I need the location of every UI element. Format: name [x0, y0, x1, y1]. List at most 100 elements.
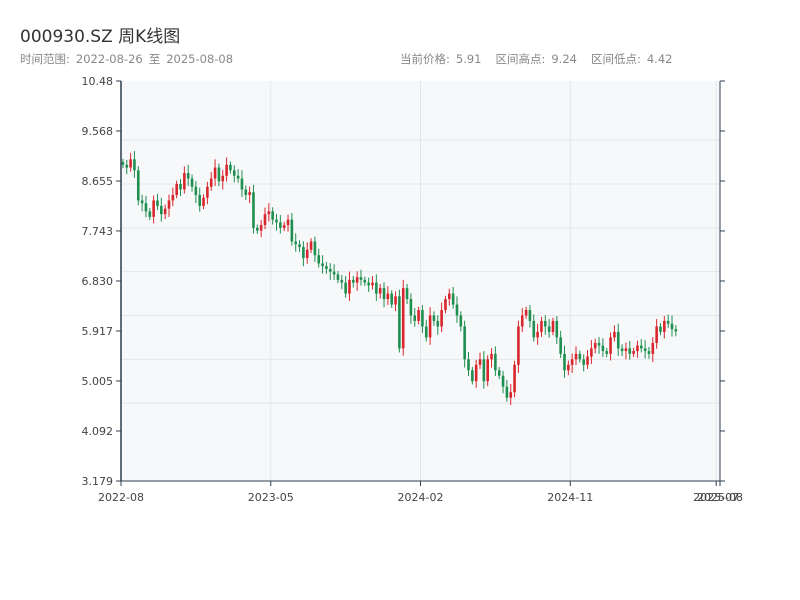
candle-body [428, 315, 432, 338]
candle-body [486, 359, 489, 382]
candle-body [528, 310, 532, 321]
candle-body [302, 247, 305, 258]
candle-body [674, 329, 678, 332]
candle-body [175, 183, 178, 195]
candle-body [290, 219, 294, 242]
candle-body [386, 293, 390, 300]
candle-body [436, 320, 440, 327]
candle-body [378, 288, 382, 294]
candle-body [586, 356, 589, 365]
candle-body [136, 170, 140, 201]
candle-body [163, 208, 167, 215]
candle-body [336, 274, 340, 280]
candle-body [344, 282, 347, 294]
candle-body [447, 293, 451, 300]
candle-body [536, 331, 539, 338]
candle-body [405, 288, 409, 300]
candle-body [505, 386, 509, 398]
candle-body [160, 205, 163, 215]
candle-body [613, 331, 616, 338]
candle-body [432, 315, 436, 321]
chart-title: 000930.SZ 周K线图 [20, 27, 181, 47]
candle-body [490, 353, 493, 360]
candle-body [156, 200, 159, 206]
candle-body [206, 186, 209, 198]
candle-body [643, 348, 647, 352]
candle-body [543, 320, 547, 327]
candle-body [382, 288, 386, 300]
candle-body [463, 326, 466, 360]
candle-body [666, 320, 670, 324]
candle-body [275, 219, 278, 223]
candle-body [236, 175, 240, 179]
candle-body [647, 351, 651, 354]
time-range: 时间范围: 2022-08-26 至 2025-08-08 [20, 51, 239, 67]
candle-body [494, 353, 497, 371]
candle-body [186, 173, 190, 179]
y-tick-label: 9.568 [82, 125, 114, 138]
candle-body [263, 214, 267, 226]
low-value: 4.42 [646, 52, 673, 66]
candle-body [570, 359, 574, 365]
candle-body [540, 320, 543, 332]
candle-body [225, 164, 228, 176]
candle-body [620, 348, 624, 352]
candle-body [352, 279, 355, 283]
candle-body [597, 342, 601, 346]
candle-body [413, 315, 417, 321]
candle-body [140, 200, 144, 204]
candle-body [582, 359, 585, 365]
candle-body [133, 159, 136, 171]
candle-body [532, 320, 536, 338]
candle-body [421, 310, 424, 327]
price-stats: 当前价格: 5.91 区间高点: 9.24 区间低点: 4.42 [400, 51, 678, 67]
low-label: 区间低点: [590, 52, 641, 66]
high-label: 区间高点: [495, 52, 546, 66]
candle-body [409, 299, 413, 316]
candle-body [624, 348, 628, 352]
y-tick-label: 5.917 [82, 325, 114, 338]
candle-body [190, 178, 194, 187]
current-price-value: 5.91 [455, 52, 482, 66]
candle-body [398, 296, 401, 349]
candle-body [148, 211, 152, 217]
candle-body [605, 351, 609, 354]
candle-body [628, 348, 632, 354]
candle-body [440, 310, 443, 327]
candle-body [179, 183, 182, 190]
candle-body [509, 392, 513, 398]
candle-body [567, 364, 570, 371]
range-end: 2025-08-08 [166, 52, 234, 66]
candle-body [424, 326, 428, 338]
range-label: 时间范围: [20, 52, 70, 66]
candle-body [593, 342, 597, 349]
candle-body [636, 345, 639, 352]
candle-body [313, 241, 317, 256]
candle-body [367, 282, 370, 286]
candle-body [547, 326, 551, 332]
candle-body [298, 244, 301, 248]
current-price-label: 当前价格: [400, 52, 450, 66]
candle-body [217, 167, 221, 182]
y-tick-label: 3.179 [82, 475, 114, 488]
candle-body [229, 164, 232, 171]
x-tick-label: 2025-08 [697, 491, 743, 504]
y-tick-label: 5.005 [82, 375, 114, 388]
candle-body [355, 277, 359, 283]
candle-body [497, 370, 501, 376]
candle-body [524, 310, 528, 316]
candle-body [279, 222, 282, 228]
candle-body [252, 192, 255, 228]
candle-body [517, 326, 520, 365]
candle-body [371, 282, 374, 286]
candle-body [248, 192, 251, 195]
x-tick-label: 2023-05 [248, 491, 294, 504]
high-value: 9.24 [551, 52, 577, 66]
candle-body [328, 268, 332, 272]
candle-body [390, 293, 394, 305]
candle-body [171, 194, 175, 201]
candle-body [240, 178, 244, 190]
candle-body [202, 197, 205, 206]
candle-body [655, 326, 658, 343]
